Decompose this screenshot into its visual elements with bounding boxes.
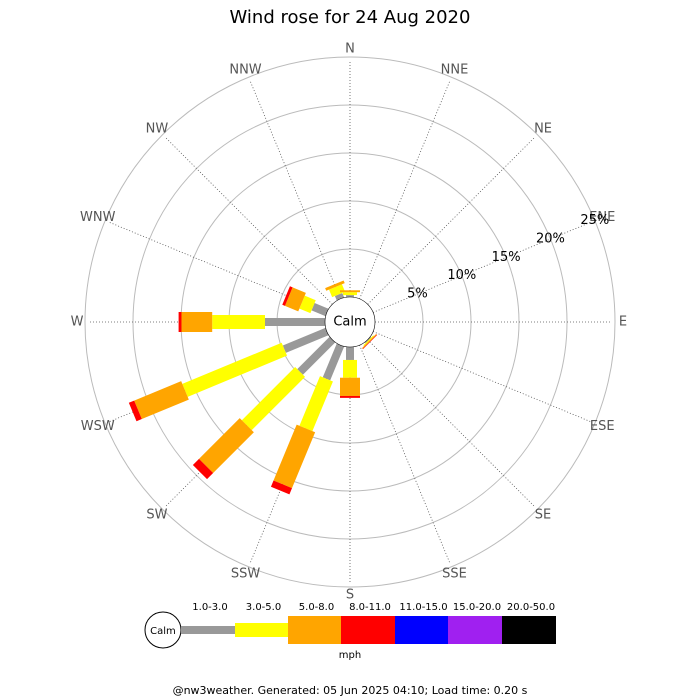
spoke	[372, 331, 593, 423]
direction-label: N	[345, 42, 355, 57]
bar-segment	[178, 312, 182, 332]
bar-segment	[340, 377, 360, 396]
ring-label: 5%	[407, 287, 428, 302]
legend-swatch	[395, 616, 448, 644]
legend-swatch	[502, 616, 556, 644]
bar-segment	[340, 290, 360, 293]
bar-segment	[343, 292, 357, 296]
grid-ring	[84, 56, 616, 588]
spoke	[359, 79, 451, 300]
bar-segment	[282, 286, 293, 306]
bar-segment	[363, 335, 374, 346]
direction-label: W	[71, 315, 84, 330]
bar-segment	[182, 342, 288, 397]
spoke	[359, 344, 451, 565]
bar-segment	[198, 418, 254, 474]
bar-segment	[265, 318, 325, 326]
bar-segment	[346, 347, 354, 360]
legend-calm-label: Calm	[150, 626, 176, 637]
legend-label: 15.0-20.0	[453, 602, 501, 613]
bar-segment	[299, 376, 333, 432]
legend-label: 5.0-8.0	[299, 602, 334, 613]
direction-label: SE	[535, 508, 551, 523]
bar-segment	[192, 458, 214, 480]
legend-swatch	[448, 616, 502, 644]
ring-label: 15%	[492, 250, 521, 265]
bar-segment	[212, 315, 265, 329]
bar-segment	[361, 333, 377, 349]
spoke	[367, 136, 536, 305]
bar-segment	[325, 280, 345, 291]
legend-swatch	[341, 616, 395, 644]
spoke	[249, 79, 341, 300]
direction-label: NNE	[441, 62, 469, 77]
calm-circle	[324, 296, 376, 348]
bar-segment	[343, 359, 357, 378]
legend-swatch	[235, 623, 288, 637]
bar-segment	[284, 287, 306, 312]
direction-label: SSW	[231, 567, 261, 582]
legend-swatch	[181, 626, 235, 634]
chart-title: Wind rose for 24 Aug 2020	[230, 7, 471, 28]
spoke	[367, 339, 536, 508]
spoke	[164, 136, 333, 305]
legend-swatch	[288, 616, 341, 644]
direction-label: NW	[146, 121, 169, 136]
bar-segment	[311, 303, 329, 317]
legend-label: 8.0-11.0	[349, 602, 391, 613]
bar-segment	[299, 295, 316, 314]
bar-segment	[362, 334, 378, 350]
legend-label: 20.0-50.0	[507, 602, 555, 613]
direction-label: SSE	[442, 567, 467, 582]
ring-label: 20%	[536, 231, 565, 246]
legend-label: 11.0-15.0	[399, 602, 447, 613]
direction-label: SW	[146, 508, 167, 523]
bar-segment	[364, 336, 372, 344]
direction-label: WSW	[81, 419, 115, 434]
bar-segment	[282, 327, 329, 353]
footer: @nw3weather. Generated: 05 Jun 2025 04:1…	[173, 684, 528, 697]
direction-label: ESE	[590, 419, 615, 434]
calm-label: Calm	[333, 315, 366, 330]
bar-segment	[270, 480, 292, 495]
spoke	[372, 221, 593, 313]
unit-label: mph	[339, 650, 361, 661]
direction-label: ENE	[589, 210, 615, 225]
legend-label: 3.0-5.0	[246, 602, 281, 613]
legend-label: 1.0-3.0	[192, 602, 227, 613]
bar-segment	[134, 381, 189, 420]
bar-segment	[241, 366, 306, 431]
bar-segment	[128, 400, 142, 422]
ring-label: 10%	[447, 268, 476, 283]
direction-label: NE	[534, 121, 552, 136]
bar-segment	[346, 295, 354, 297]
direction-label: NNW	[229, 62, 261, 77]
bar-segment	[273, 424, 316, 489]
direction-label: E	[619, 315, 627, 330]
bar-segment	[340, 395, 360, 398]
bar-segment	[181, 312, 213, 332]
bar-segment	[297, 336, 336, 375]
bar-segment	[322, 343, 345, 381]
bar-segment	[334, 292, 345, 301]
ring-label: 25%	[580, 213, 609, 228]
direction-label: WNW	[80, 210, 116, 225]
direction-label: S	[346, 588, 354, 603]
bar-segment	[329, 284, 346, 298]
